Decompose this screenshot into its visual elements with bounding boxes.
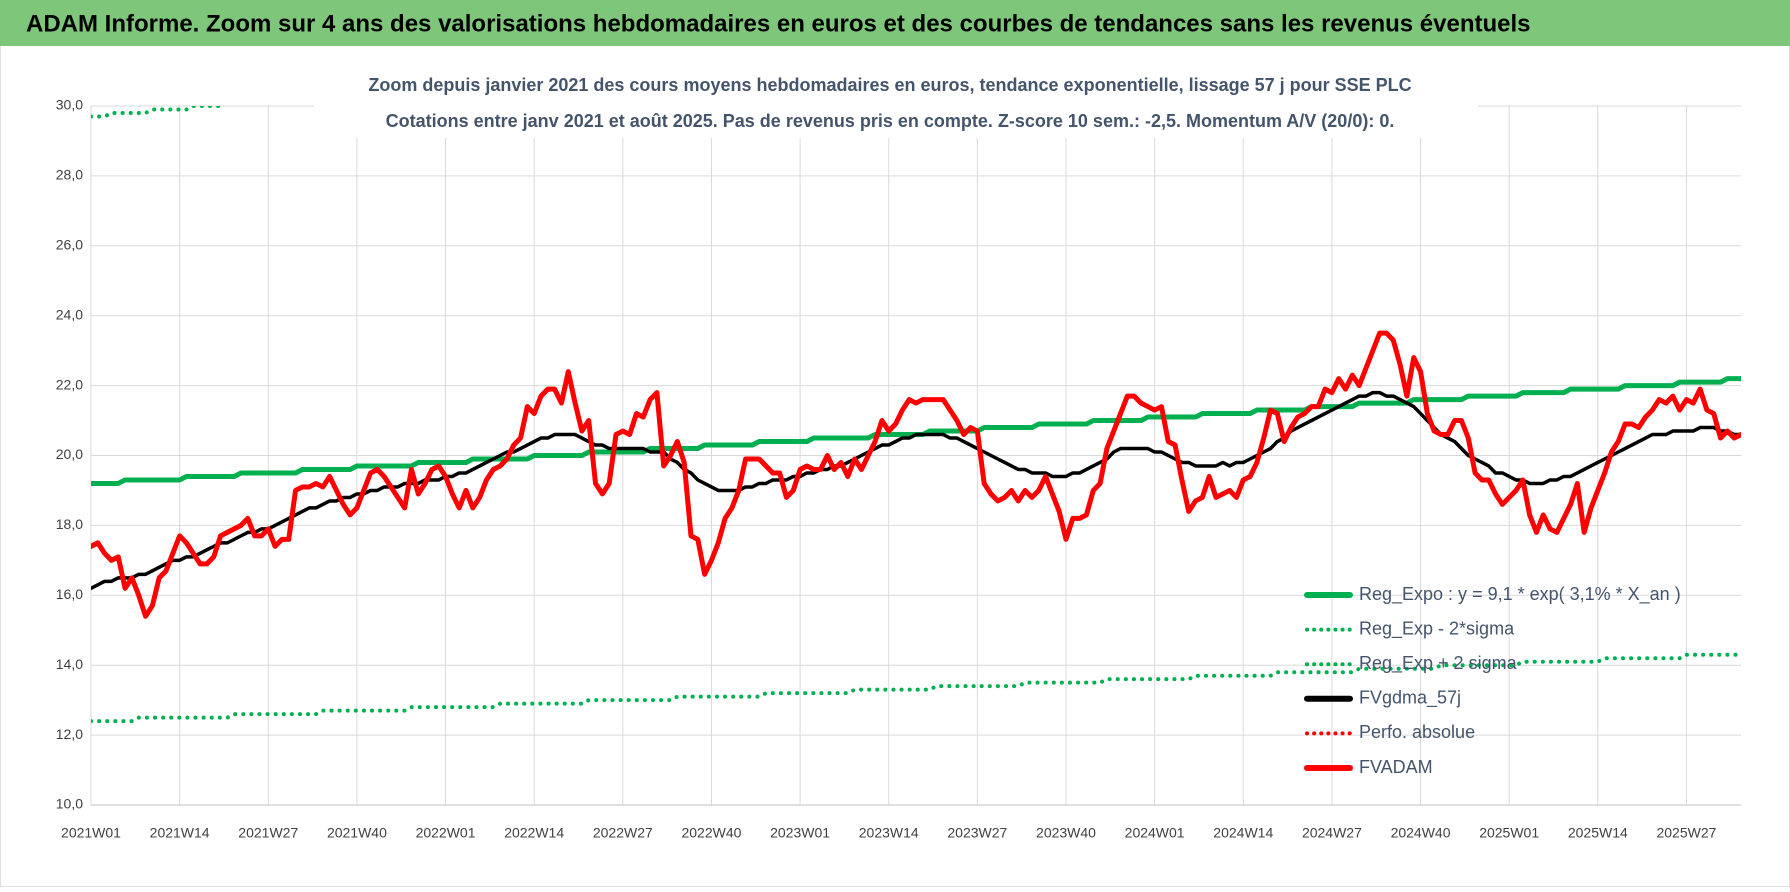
- x-tick-label: 2021W01: [61, 825, 121, 841]
- x-tick-label: 2025W14: [1568, 825, 1628, 841]
- chart-title: ADAM Informe. Zoom sur 4 ans des valoris…: [26, 10, 1531, 37]
- legend: Reg_Expo : y = 9,1 * exp( 3,1% * X_an ) R…: [1304, 584, 1681, 777]
- x-tick-label: 2023W14: [859, 825, 919, 841]
- legend-label: Reg_Expo : y = 9,1 * exp( 3,1% * X_an ): [1359, 584, 1681, 605]
- y-tick-label: 18,0: [56, 516, 83, 532]
- series-line: [91, 652, 1741, 724]
- y-tick-label: 14,0: [56, 656, 83, 672]
- x-tick-label: 2025W27: [1656, 825, 1716, 841]
- x-tick-label: 2023W01: [770, 825, 830, 841]
- y-tick-label: 22,0: [56, 376, 83, 392]
- y-tick-label: 12,0: [56, 726, 83, 742]
- subtitle: Cotations entre janv 2021 et août 2025. …: [386, 111, 1395, 131]
- legend-label: Perfo. absolue: [1359, 722, 1475, 742]
- plot-lines: [91, 106, 1741, 724]
- x-tick-label: 2021W14: [150, 825, 210, 841]
- y-tick-label: 16,0: [56, 586, 83, 602]
- legend-label: FVADAM: [1359, 757, 1433, 777]
- series-line: [91, 390, 1741, 591]
- x-tick-label: 2024W27: [1302, 825, 1362, 841]
- x-tick-label: 2024W40: [1391, 825, 1451, 841]
- x-tick-label: 2022W27: [593, 825, 653, 841]
- x-tick-label: 2023W40: [1036, 825, 1096, 841]
- x-tick-label: 2022W01: [416, 825, 476, 841]
- y-tick-label: 24,0: [56, 306, 83, 322]
- y-tick-label: 10,0: [56, 796, 83, 812]
- y-tick-label: 28,0: [56, 167, 83, 183]
- y-tick-label: 26,0: [56, 237, 83, 253]
- x-tick-label: 2024W01: [1125, 825, 1185, 841]
- legend-label: Reg_Exp + 2 sigma: [1359, 653, 1518, 674]
- x-tick-label: 2025W01: [1479, 825, 1539, 841]
- grid: 10,0 12,0 14,0 16,0 18,0 20,0 22,0 24,0 26,0 28,0…: [56, 97, 1741, 841]
- legend-label: FVgdma_57j: [1359, 688, 1461, 709]
- y-tick-label: 20,0: [56, 446, 83, 462]
- x-tick-label: 2023W27: [947, 825, 1007, 841]
- x-tick-label: 2021W40: [327, 825, 387, 841]
- subtitle: Zoom depuis janvier 2021 des cours moyen…: [368, 75, 1411, 95]
- x-tick-label: 2022W14: [504, 825, 564, 841]
- x-tick-label: 2021W27: [238, 825, 298, 841]
- x-tick-label: 2022W40: [681, 825, 741, 841]
- legend-label: Reg_Exp - 2*sigma: [1359, 618, 1515, 639]
- series-line: [91, 330, 1741, 619]
- x-tick-label: 2024W14: [1213, 825, 1273, 841]
- header-bar: [0, 0, 1790, 46]
- subtitle-box: [314, 68, 1478, 138]
- y-tick-label: 30,0: [56, 97, 83, 113]
